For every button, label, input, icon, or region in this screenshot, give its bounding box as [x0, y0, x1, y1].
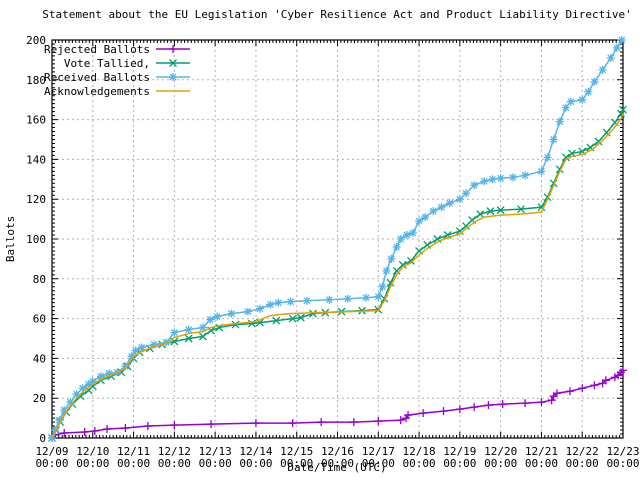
x-tick-date-label: 12/21 — [525, 445, 558, 458]
chart-generated-content: 02040608010012014016018020012/0900:0012/… — [26, 34, 639, 470]
x-tick-time-label: 00:00 — [403, 457, 436, 470]
x-tick-time-label: 00:00 — [362, 457, 395, 470]
y-tick-label: 120 — [26, 193, 46, 206]
y-tick-label: 80 — [33, 273, 46, 286]
x-tick-date-label: 12/13 — [199, 445, 232, 458]
x-tick-time-label: 00:00 — [566, 457, 599, 470]
x-tick-time-label: 00:00 — [484, 457, 517, 470]
y-tick-label: 200 — [26, 34, 46, 47]
x-tick-time-label: 00:00 — [239, 457, 272, 470]
legend-marker-rejected-ballots — [169, 45, 177, 53]
x-tick-date-label: 12/10 — [76, 445, 109, 458]
y-tick-label: 160 — [26, 114, 46, 127]
y-tick-label: 100 — [26, 233, 46, 246]
legend-label-rejected-ballots: Rejected Ballots — [44, 43, 150, 56]
x-tick-date-label: 12/23 — [606, 445, 639, 458]
y-tick-label: 60 — [33, 313, 46, 326]
x-tick-time-label: 00:00 — [321, 457, 354, 470]
legend-label-received-ballots: Received Ballots — [44, 71, 150, 84]
x-tick-time-label: 00:00 — [117, 457, 150, 470]
x-tick-time-label: 00:00 — [199, 457, 232, 470]
legend-marker-received-ballots — [169, 73, 177, 81]
y-tick-label: 20 — [33, 392, 46, 405]
x-tick-date-label: 12/11 — [117, 445, 150, 458]
y-axis-label: Ballots — [4, 216, 17, 262]
x-tick-time-label: 00:00 — [35, 457, 68, 470]
x-tick-date-label: 12/18 — [403, 445, 436, 458]
x-tick-date-label: 12/14 — [239, 445, 272, 458]
x-tick-date-label: 12/20 — [484, 445, 517, 458]
legend-marker-vote-tallied — [169, 59, 177, 67]
x-tick-time-label: 00:00 — [443, 457, 476, 470]
chart-title: Statement about the EU Legislation 'Cybe… — [42, 8, 631, 21]
x-axis-label: Date/Time (UTC) — [287, 461, 386, 474]
plot-border — [51, 39, 624, 439]
x-tick-date-label: 12/19 — [443, 445, 476, 458]
x-tick-date-label: 12/12 — [158, 445, 191, 458]
y-tick-label: 140 — [26, 153, 46, 166]
series-line-acknowledgements — [51, 113, 624, 439]
x-tick-date-label: 12/09 — [35, 445, 68, 458]
x-tick-date-label: 12/22 — [566, 445, 599, 458]
x-tick-time-label: 00:00 — [525, 457, 558, 470]
grid-lines — [51, 39, 624, 439]
x-tick-date-label: 12/15 — [280, 445, 313, 458]
legend-label-vote-tallied: Vote Tallied, — [64, 57, 150, 70]
x-tick-date-label: 12/17 — [362, 445, 395, 458]
x-tick-time-label: 00:00 — [280, 457, 313, 470]
x-tick-time-label: 00:00 — [76, 457, 109, 470]
x-tick-time-label: 00:00 — [606, 457, 639, 470]
x-tick-time-label: 00:00 — [158, 457, 191, 470]
y-tick-label: 180 — [26, 74, 46, 87]
y-tick-label: 0 — [39, 432, 46, 445]
legend-label-acknowledgements: Acknowledgements — [44, 85, 150, 98]
x-tick-date-label: 12/16 — [321, 445, 354, 458]
y-tick-label: 40 — [33, 352, 46, 365]
